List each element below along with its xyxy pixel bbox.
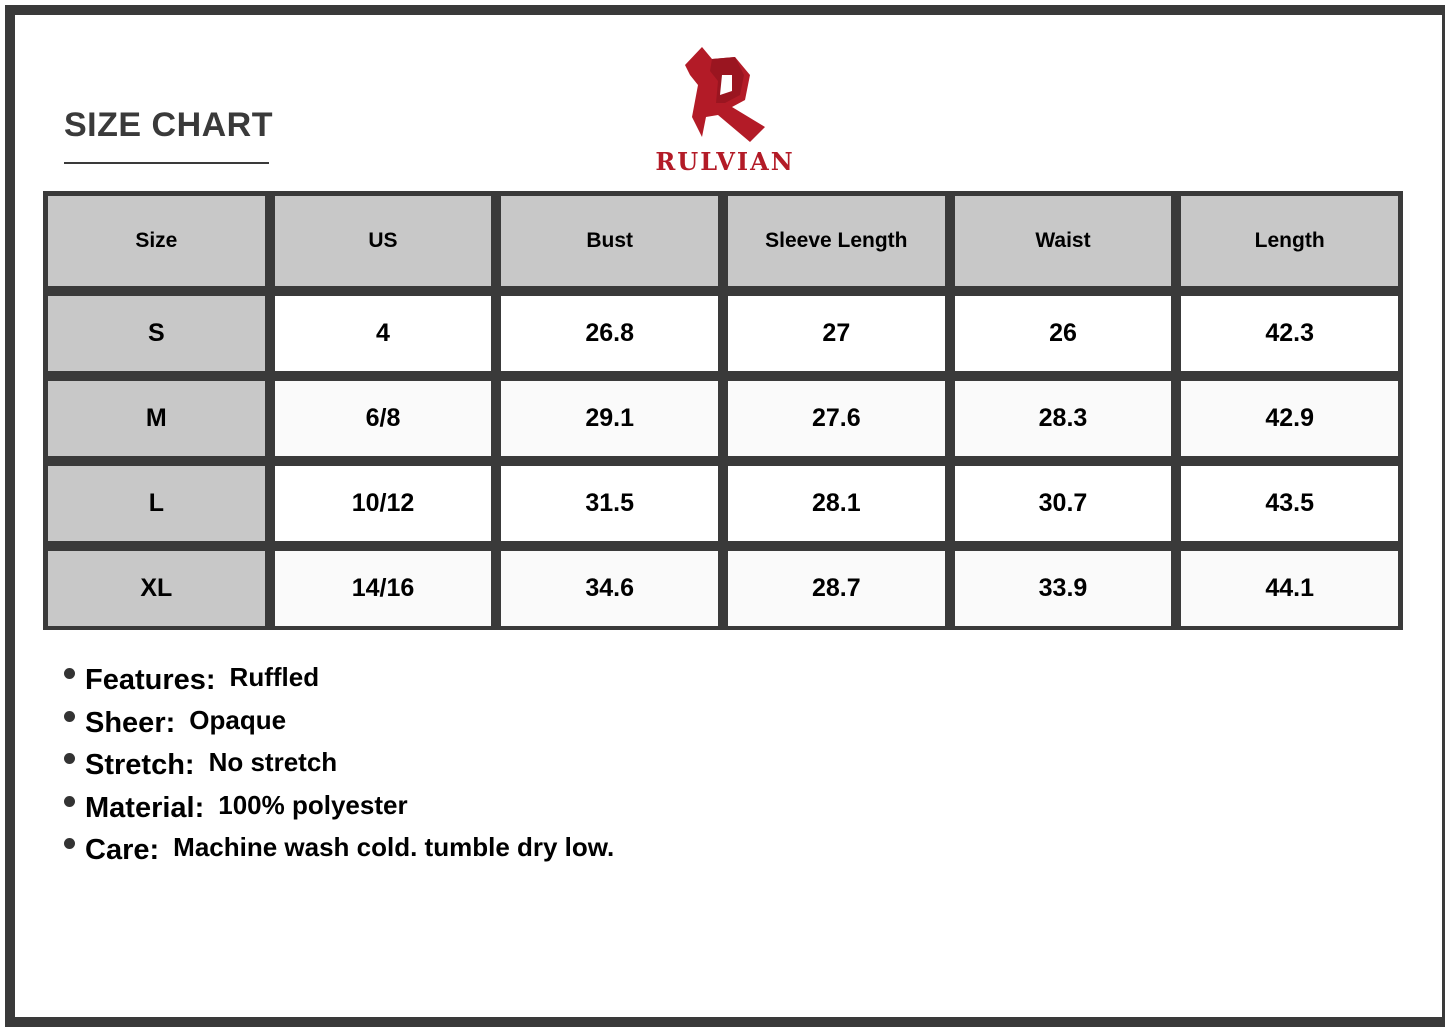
feature-value: 100% polyester	[218, 789, 408, 820]
table-cell: 31.5	[501, 466, 718, 541]
table-cell: 42.9	[1181, 381, 1398, 456]
table-cell: 44.1	[1181, 551, 1398, 626]
feature-label: Stretch:	[85, 749, 195, 781]
table-cell: 28.3	[954, 381, 1172, 456]
bullet-icon	[64, 668, 75, 679]
feature-item: Stretch: No stretch	[64, 747, 614, 792]
features-list: Features: Ruffled Sheer: Opaque Stretch: No s…	[64, 662, 615, 877]
size-label-cell: XL	[48, 551, 265, 626]
brand-name: RULVIAN	[655, 147, 795, 176]
table-cell: 30.7	[954, 466, 1172, 541]
bullet-icon	[64, 710, 75, 722]
feature-value: Machine wash cold. tumble dry low.	[173, 832, 615, 862]
table-cell: 26	[954, 296, 1172, 371]
feature-label: Sheer:	[85, 706, 176, 739]
table-cell: 34.6	[501, 551, 718, 626]
column-header: Sleeve Length	[728, 196, 945, 286]
column-header: Waist	[954, 196, 1172, 286]
feature-value: No stretch	[208, 747, 338, 777]
feature-value: Ruffled	[229, 662, 320, 692]
table-cell: 26.8	[501, 296, 718, 371]
feature-label: Material:	[85, 791, 205, 824]
size-label-cell: M	[48, 381, 265, 456]
table-cell: 33.9	[954, 551, 1172, 626]
feature-item: Features: Ruffled	[64, 662, 614, 707]
column-header: Size	[48, 196, 265, 286]
table-cell: 42.3	[1181, 296, 1398, 371]
page-title: SIZE CHART	[64, 106, 273, 144]
table-cell: 14/16	[274, 551, 492, 626]
column-header: Bust	[501, 196, 718, 286]
table-cell: 6/8	[274, 381, 492, 456]
table-cell: 29.1	[501, 381, 718, 456]
table-cell: 43.5	[1181, 466, 1398, 541]
brand-r-icon	[685, 47, 765, 142]
feature-item: Care: Machine wash cold. tumble dry low.	[64, 832, 615, 877]
size-label-cell: S	[48, 296, 265, 371]
title-underline	[64, 162, 269, 164]
size-label-cell: L	[48, 466, 265, 541]
feature-item: Material: 100% polyester	[64, 789, 614, 835]
feature-value: Opaque	[189, 704, 287, 735]
bullet-icon	[64, 838, 75, 849]
table-cell: 4	[274, 296, 492, 371]
table-cell: 28.1	[728, 466, 945, 541]
bullet-icon	[64, 795, 75, 807]
feature-item: Sheer: Opaque	[64, 704, 614, 750]
bullet-icon	[64, 753, 75, 764]
column-header: Length	[1181, 196, 1398, 286]
column-header: US	[274, 196, 492, 286]
brand-logo: RULVIAN	[640, 45, 810, 176]
size-table: Size US Bust Sleeve Length Waist Length S 4 26.8…	[43, 191, 1403, 630]
feature-label: Care:	[85, 834, 160, 866]
feature-label: Features:	[85, 664, 216, 696]
table-cell: 10/12	[274, 466, 492, 541]
table-cell: 27.6	[728, 381, 945, 456]
table-cell: 27	[728, 296, 945, 371]
table-cell: 28.7	[728, 551, 945, 626]
